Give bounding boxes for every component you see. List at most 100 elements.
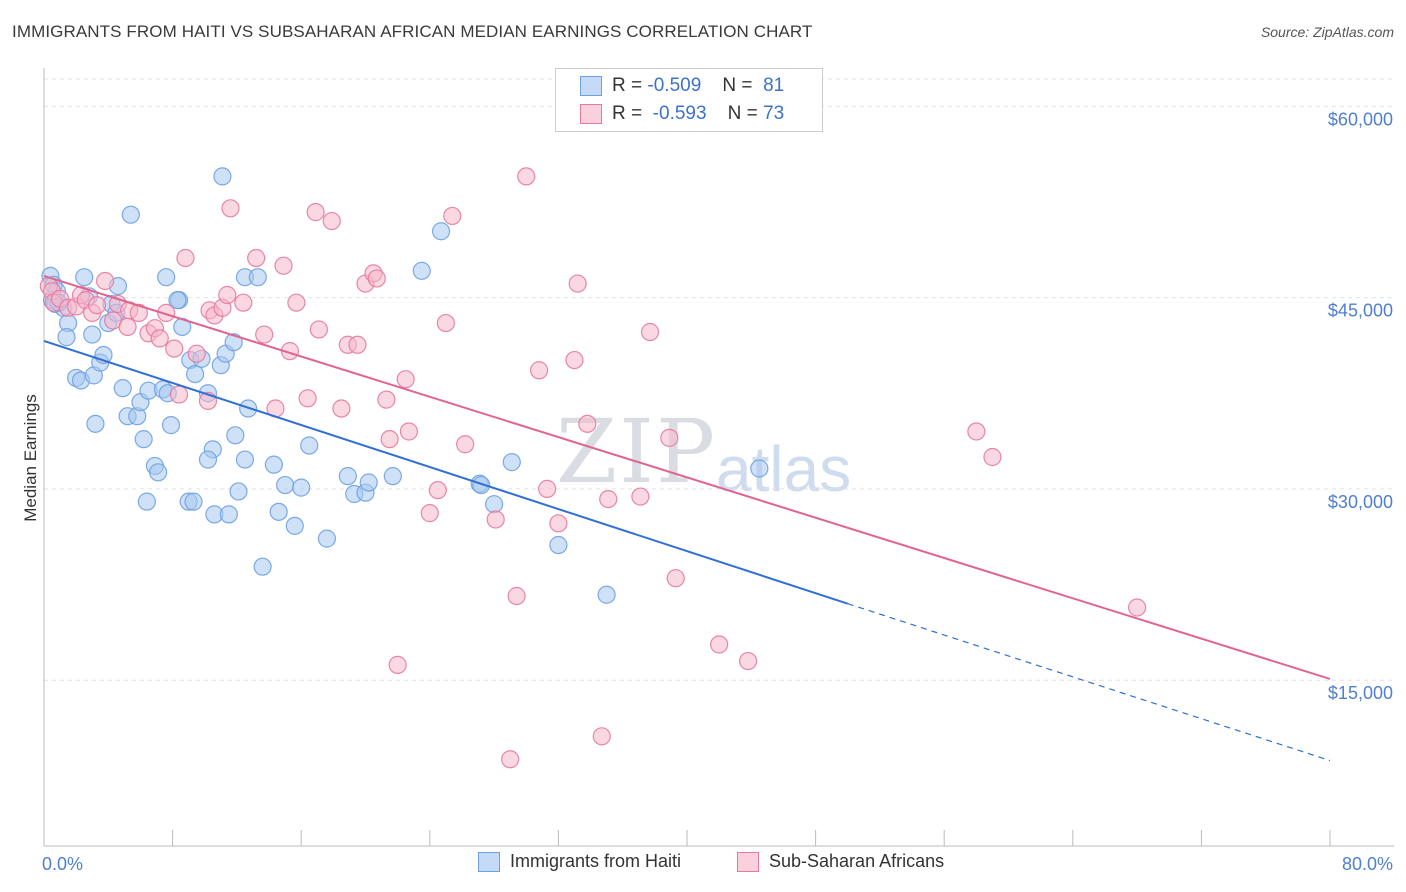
y-tick-label: $30,000 [1328, 492, 1393, 512]
data-point [420, 504, 439, 523]
data-point [399, 422, 419, 441]
data-point [264, 455, 283, 474]
data-point [234, 293, 253, 312]
y-tick-label: $45,000 [1328, 301, 1393, 321]
source-label: Source: ZipAtlas.com [1260, 24, 1394, 40]
data-point [57, 328, 76, 347]
axis-labels: $15,000 $30,000 $45,000 $60,000 0.0% 80.0% Med… [21, 109, 1393, 874]
chart-title: IMMIGRANTS FROM HAITI VS SUBSAHARAN AFRI… [12, 22, 813, 41]
data-point [285, 516, 304, 535]
data-point [134, 430, 153, 449]
legend-swatch-african [737, 851, 759, 872]
y-tick-label: $15,000 [1328, 683, 1393, 703]
data-point [255, 325, 274, 344]
y-tick-label: $60,000 [1328, 109, 1393, 129]
data-point [485, 495, 504, 514]
data-point [168, 291, 187, 310]
data-point [186, 364, 205, 384]
legend-label-haiti: Immigrants from Haiti [510, 851, 682, 871]
data-point [456, 435, 475, 454]
data-point [213, 167, 232, 186]
data-point [380, 430, 399, 449]
data-point [549, 535, 568, 555]
data-point [137, 492, 156, 511]
data-point [248, 268, 267, 287]
data-point [113, 379, 132, 398]
data-point [121, 205, 140, 224]
data-point [298, 389, 317, 408]
data-point [388, 655, 407, 674]
data-point [517, 167, 536, 186]
data-point [472, 475, 491, 495]
trend-line-haiti-extension [847, 603, 1331, 762]
data-point [274, 256, 293, 275]
data-point [276, 475, 295, 495]
series-legend: Immigrants from Haiti Sub-Saharan Africa… [0, 851, 1406, 877]
data-points [39, 167, 1147, 769]
legend-row-african: R = -0.593 N = 73 [580, 101, 784, 127]
data-point [710, 635, 729, 654]
data-point [165, 339, 184, 358]
legend-r-label: R = [612, 103, 643, 124]
data-point [317, 529, 337, 548]
correlation-legend: R = -0.509 N = 81 R = -0.593 N = 73 [555, 68, 823, 132]
data-point [287, 293, 306, 312]
legend-swatch-haiti [580, 76, 602, 96]
data-point [149, 463, 168, 482]
data-point [309, 320, 328, 339]
legend-row-haiti: R = -0.509 N = 81 [580, 73, 784, 99]
data-point [322, 211, 341, 231]
legend-swatch-haiti [478, 851, 500, 872]
axes [43, 68, 1394, 847]
legend-item-haiti[interactable]: Immigrants from Haiti [478, 851, 681, 872]
data-point [428, 481, 447, 500]
legend-r-value-african: -0.593 [652, 103, 707, 124]
data-point [269, 502, 288, 521]
data-point [157, 303, 176, 322]
data-point [377, 390, 396, 409]
data-point [983, 447, 1002, 467]
data-point [599, 489, 618, 509]
legend-n-value-african: 73 [763, 103, 785, 124]
data-point [300, 436, 319, 455]
x-tick-label-end: 80.0% [1342, 854, 1393, 874]
data-point [332, 399, 351, 418]
data-point [150, 329, 169, 348]
data-point [431, 222, 451, 241]
data-point [229, 482, 248, 501]
legend-label-african: Sub-Saharan Africans [769, 851, 945, 871]
data-point [530, 361, 549, 380]
data-point [306, 203, 325, 222]
legend-r-label: R = [612, 75, 643, 96]
trend-line-african [43, 274, 1331, 680]
data-point [86, 414, 105, 433]
data-point [597, 585, 616, 604]
legend-item-african[interactable]: Sub-Saharan Africans [737, 851, 944, 872]
data-point [221, 199, 240, 218]
data-point [507, 586, 526, 606]
data-point [118, 317, 137, 337]
data-point [184, 492, 203, 511]
data-point [666, 569, 685, 588]
data-point [348, 335, 367, 354]
legend-r-value-haiti: -0.509 [647, 75, 702, 96]
data-point [292, 478, 311, 497]
data-point [218, 285, 237, 305]
data-point [578, 414, 597, 433]
data-point [87, 296, 107, 315]
legend-n-label: N = [727, 103, 758, 124]
data-point [631, 487, 650, 506]
data-point [169, 385, 189, 404]
data-point [176, 248, 195, 268]
data-point [412, 261, 431, 280]
data-point [161, 416, 181, 435]
data-point [367, 269, 386, 288]
data-point [219, 505, 238, 524]
x-tick-label-start: 0.0% [42, 854, 83, 874]
data-point [396, 370, 415, 389]
data-point [443, 206, 462, 226]
data-point [224, 333, 243, 352]
data-point [129, 303, 148, 322]
data-point [660, 428, 679, 447]
